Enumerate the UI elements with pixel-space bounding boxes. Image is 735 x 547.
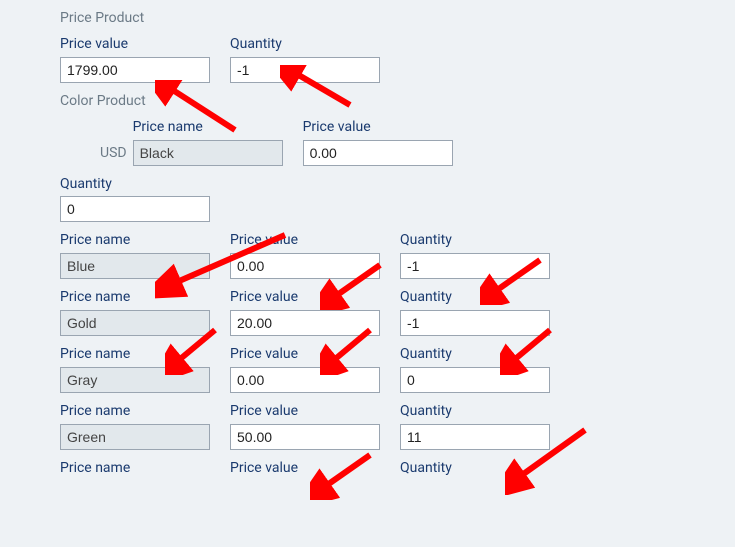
color-price-input-gray[interactable] xyxy=(230,367,380,393)
color-qty-input-gray[interactable] xyxy=(400,367,550,393)
top-price-value-input[interactable] xyxy=(60,57,210,83)
quantity-label: Quantity xyxy=(60,176,210,193)
currency-label: USD xyxy=(100,145,127,166)
price-value-label: Price value xyxy=(303,119,453,136)
color-name-input-gold xyxy=(60,310,210,336)
price-name-label: Price name xyxy=(60,289,210,306)
price-name-label: Price name xyxy=(133,119,283,136)
color-price-input-blue[interactable] xyxy=(230,253,380,279)
quantity-label: Quantity xyxy=(400,232,550,249)
color-name-input-green xyxy=(60,424,210,450)
color-price-input-gold[interactable] xyxy=(230,310,380,336)
quantity-label: Quantity xyxy=(400,289,550,306)
color-name-input-gray xyxy=(60,367,210,393)
color-product-heading: Color Product xyxy=(60,93,735,109)
color-name-input-blue xyxy=(60,253,210,279)
price-name-label: Price name xyxy=(60,403,210,420)
price-value-label: Price value xyxy=(60,36,210,53)
price-value-label: Price value xyxy=(230,460,380,477)
price-value-label: Price value xyxy=(230,289,380,306)
price-name-label: Price name xyxy=(60,460,210,477)
quantity-label: Quantity xyxy=(230,36,380,53)
price-name-label: Price name xyxy=(60,232,210,249)
top-quantity-input[interactable] xyxy=(230,57,380,83)
quantity-label: Quantity xyxy=(400,460,550,477)
color-price-input-black[interactable] xyxy=(303,140,453,166)
price-product-heading: Price Product xyxy=(60,10,735,26)
color-name-input-black xyxy=(133,140,283,166)
color-qty-input-black[interactable] xyxy=(60,196,210,222)
color-price-input-green[interactable] xyxy=(230,424,380,450)
quantity-label: Quantity xyxy=(400,403,550,420)
price-value-label: Price value xyxy=(230,346,380,363)
price-value-label: Price value xyxy=(230,403,380,420)
color-qty-input-green[interactable] xyxy=(400,424,550,450)
quantity-label: Quantity xyxy=(400,346,550,363)
color-qty-input-gold[interactable] xyxy=(400,310,550,336)
price-name-label: Price name xyxy=(60,346,210,363)
price-value-label: Price value xyxy=(230,232,380,249)
color-qty-input-blue[interactable] xyxy=(400,253,550,279)
